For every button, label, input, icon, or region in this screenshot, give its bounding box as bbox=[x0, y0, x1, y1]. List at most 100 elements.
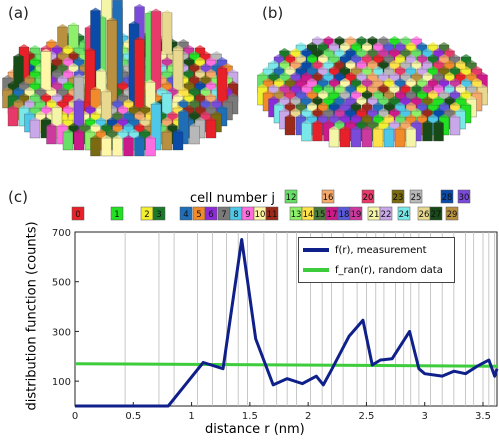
hex-cell-top bbox=[2, 75, 13, 78]
cell-key-label: 7 bbox=[221, 210, 226, 220]
hex-cell-top bbox=[400, 108, 411, 111]
hex-cell-top bbox=[74, 129, 84, 132]
hex-cell-top bbox=[395, 66, 405, 69]
hex-cell-top bbox=[57, 51, 68, 54]
hex-cell-top bbox=[195, 45, 205, 48]
hex-cell-top bbox=[378, 72, 389, 75]
hex-cell-top bbox=[195, 69, 205, 72]
y-tick-label: 100 bbox=[52, 377, 71, 388]
hex-cell-top bbox=[340, 114, 350, 117]
hex-cell-top bbox=[140, 105, 150, 108]
hex-cell-top bbox=[85, 117, 95, 120]
hex-cell-top bbox=[228, 69, 238, 72]
hex-cell-top bbox=[195, 57, 205, 60]
x-tick-label: 3.5 bbox=[475, 411, 491, 422]
cell-number-header: cell number j bbox=[190, 191, 275, 206]
hex-cell-top bbox=[466, 84, 477, 87]
hex-cell-top bbox=[406, 78, 416, 81]
cell-key-swatch bbox=[409, 189, 423, 204]
hex-cell-top bbox=[167, 87, 178, 90]
hex-cell-top bbox=[211, 111, 222, 114]
hex-cell-top bbox=[411, 96, 422, 99]
hex-cell-top bbox=[422, 84, 433, 87]
hex-cell-top bbox=[68, 51, 79, 54]
hex-cell-top bbox=[384, 54, 394, 57]
hex-cell-top bbox=[312, 120, 323, 123]
cell-key-label: 8 bbox=[233, 210, 238, 220]
hex-cell-top bbox=[439, 102, 449, 105]
hex-cell-top bbox=[178, 99, 189, 102]
hex-cell-top bbox=[373, 42, 383, 45]
hex-cell bbox=[372, 128, 384, 148]
hex-cell-top bbox=[362, 42, 372, 45]
hex-cell-top bbox=[367, 120, 378, 123]
hex-cell bbox=[394, 128, 406, 148]
hex-cell-top bbox=[268, 60, 279, 63]
hex-cell-top bbox=[334, 120, 345, 123]
hex-cell-top bbox=[13, 99, 24, 102]
hex-cell-top bbox=[19, 81, 29, 84]
hex-cell-top bbox=[422, 108, 433, 111]
hex-cell-top bbox=[90, 111, 101, 114]
hex-cell-top bbox=[345, 108, 356, 111]
hex-cell-top bbox=[57, 63, 68, 66]
hex-cell-top bbox=[406, 126, 416, 129]
hex-cell-top bbox=[428, 102, 438, 105]
hex-cell-top bbox=[140, 129, 150, 132]
hex-cell-top bbox=[57, 23, 68, 27]
hex-cell bbox=[361, 128, 373, 148]
hex-cell-top bbox=[134, 135, 145, 138]
hex-cell-top bbox=[367, 84, 378, 87]
axis-ticks: 0 0.5 1 1.5 2 2.5 3 3.5 100 300 500 700 bbox=[52, 228, 491, 422]
hex-cell bbox=[62, 131, 74, 151]
hex-cell-top bbox=[477, 84, 488, 87]
hex-cell-top bbox=[35, 111, 46, 114]
hex-cell-top bbox=[373, 66, 383, 69]
hex-cell-top bbox=[334, 72, 345, 75]
legend-label-random: f_ran(r), random data bbox=[335, 264, 443, 276]
hex-cell-top bbox=[118, 129, 128, 132]
hex-cell-top bbox=[173, 47, 183, 51]
hex-cell-top bbox=[200, 51, 211, 54]
hex-cell-top bbox=[296, 102, 306, 105]
hex-cell-top bbox=[184, 45, 194, 48]
hex-cell-top bbox=[345, 120, 356, 123]
hex-cell-top bbox=[433, 108, 444, 111]
hex-cell-top bbox=[362, 126, 372, 129]
hex-cell-top bbox=[24, 75, 35, 78]
cell-key-label: 25 bbox=[411, 193, 422, 203]
hex-cell-top bbox=[323, 84, 334, 87]
hex-cell-top bbox=[307, 42, 317, 45]
hex-cell-top bbox=[433, 96, 444, 99]
hex-cell-top bbox=[444, 84, 455, 87]
hex-cell-top bbox=[68, 123, 79, 126]
hex-cell-top bbox=[167, 123, 178, 126]
hex-cell-top bbox=[206, 105, 216, 108]
hex-cell-top bbox=[268, 72, 279, 75]
hex-cell-top bbox=[417, 102, 427, 105]
hex-cell-top bbox=[417, 90, 427, 93]
hex-cell-top bbox=[290, 96, 301, 99]
hex-cell-top bbox=[406, 102, 416, 105]
hex-cell-top bbox=[400, 84, 411, 87]
hex-cell-top bbox=[189, 51, 200, 54]
cell-key-label: 6 bbox=[208, 210, 213, 220]
cell-key-label: 4 bbox=[183, 210, 188, 220]
hex-cell-top bbox=[329, 102, 339, 105]
hex-cell-top bbox=[279, 96, 290, 99]
hex-cell-top bbox=[74, 45, 84, 48]
hex-cell-top bbox=[274, 102, 284, 105]
hex-cell-top bbox=[151, 101, 161, 105]
hex-cell-top bbox=[206, 69, 216, 72]
hex-cell-top bbox=[329, 66, 339, 69]
hex-cell-top bbox=[63, 129, 73, 132]
hex-cell-top bbox=[477, 72, 488, 75]
hex-cell-top bbox=[57, 99, 68, 102]
hex-cell-top bbox=[384, 42, 394, 45]
hex-cell-top bbox=[101, 135, 112, 138]
hex-cell-top bbox=[90, 135, 101, 138]
hex-cell-top bbox=[351, 66, 361, 69]
hex-cell-top bbox=[417, 54, 427, 57]
hex-cell-top bbox=[345, 60, 356, 63]
